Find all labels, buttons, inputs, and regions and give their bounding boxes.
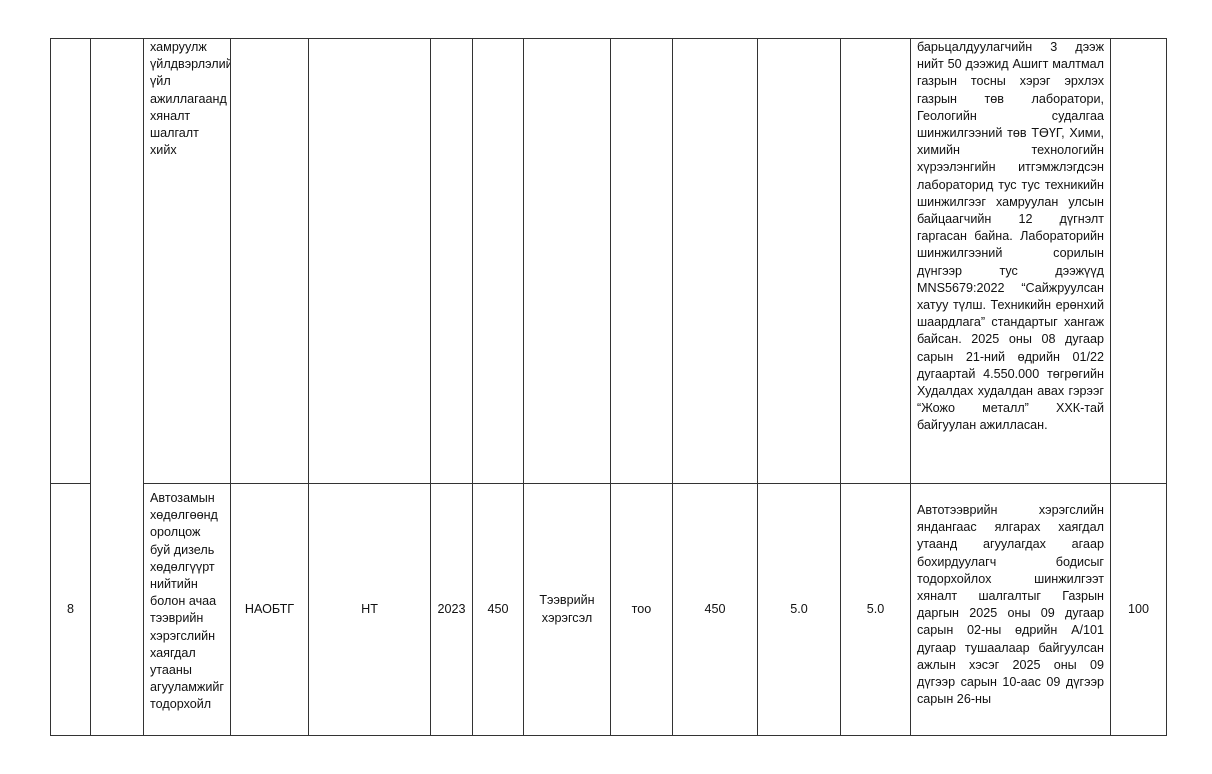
- baseline-cell: [472, 38, 524, 484]
- plan-pct-cell: [757, 38, 841, 484]
- target-cell: [672, 38, 758, 484]
- merged-cell: [90, 38, 144, 736]
- score-cell: 100: [1110, 483, 1167, 736]
- activity-cell: хамруулж үйлдвэрлэлийн үйл ажиллагаанд х…: [143, 38, 231, 484]
- actual-pct-cell: 5.0: [840, 483, 911, 736]
- type-cell: [308, 38, 431, 484]
- activity-cell: Автозамын хөдөлгөөнд оролцож буй дизель …: [143, 483, 231, 736]
- report-table: хамруулж үйлдвэрлэлийн үйл ажиллагаанд х…: [50, 38, 1167, 736]
- type-cell: НТ: [308, 483, 431, 736]
- unit-name-cell: Тээврийн хэрэгсэл: [523, 483, 611, 736]
- row-number-cell: 8: [50, 483, 91, 736]
- unit-cell: тоо: [610, 483, 673, 736]
- result-cell: Автотээврийн хэрэгслийн яндангаас ялгара…: [910, 483, 1111, 736]
- org-cell: НАОБТГ: [230, 483, 309, 736]
- plan-pct-cell: 5.0: [757, 483, 841, 736]
- result-cell: барьцалдуулагчийн 3 дээж нийт 50 дээжид …: [910, 38, 1111, 484]
- table-row: 8 Автозамын хөдөлгөөнд оролцож буй дизел…: [50, 483, 1167, 736]
- target-cell: 450: [672, 483, 758, 736]
- score-cell: [1110, 38, 1167, 484]
- actual-pct-cell: [840, 38, 911, 484]
- unit-cell: [610, 38, 673, 484]
- unit-name-cell: [523, 38, 611, 484]
- table-row: хамруулж үйлдвэрлэлийн үйл ажиллагаанд х…: [50, 38, 1167, 736]
- row-number-cell: [50, 38, 91, 484]
- year-cell: [430, 38, 473, 484]
- baseline-cell: 450: [472, 483, 524, 736]
- org-cell: [230, 38, 309, 484]
- year-cell: 2023: [430, 483, 473, 736]
